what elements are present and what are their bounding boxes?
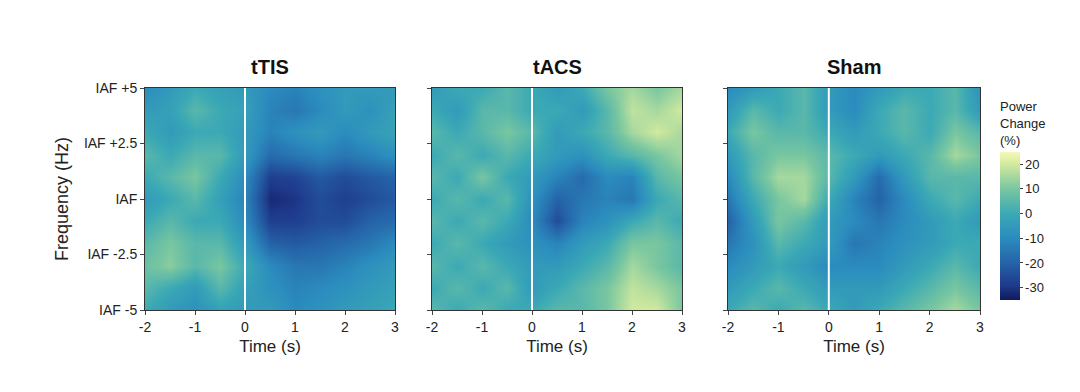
svg-text:0: 0 (1025, 206, 1032, 221)
svg-text:0: 0 (241, 319, 249, 335)
svg-text:-1: -1 (476, 319, 489, 335)
svg-text:0: 0 (528, 319, 536, 335)
svg-text:PowerChange(%): PowerChange(%) (1000, 99, 1046, 148)
svg-text:Time (s): Time (s) (239, 337, 301, 356)
svg-text:IAF +2.5: IAF +2.5 (84, 135, 138, 151)
svg-text:-2: -2 (139, 319, 152, 335)
svg-text:-10: -10 (1025, 231, 1044, 246)
svg-text:2: 2 (341, 319, 349, 335)
svg-text:Time (s): Time (s) (823, 337, 885, 356)
svg-text:tTIS: tTIS (251, 56, 289, 78)
svg-text:IAF -5: IAF -5 (99, 302, 137, 318)
svg-text:-1: -1 (189, 319, 202, 335)
svg-text:10: 10 (1025, 181, 1039, 196)
svg-text:3: 3 (976, 319, 984, 335)
svg-text:20: 20 (1025, 157, 1039, 172)
svg-text:-20: -20 (1025, 255, 1044, 270)
svg-text:1: 1 (578, 319, 586, 335)
svg-text:-30: -30 (1025, 280, 1044, 295)
svg-text:IAF +5: IAF +5 (96, 80, 138, 96)
svg-text:-2: -2 (426, 319, 439, 335)
svg-text:Frequency (Hz): Frequency (Hz) (52, 137, 72, 261)
svg-text:Sham: Sham (827, 56, 881, 78)
svg-text:-1: -1 (772, 319, 785, 335)
svg-text:0: 0 (825, 319, 833, 335)
svg-text:tACS: tACS (533, 56, 582, 78)
svg-text:Time (s): Time (s) (526, 337, 588, 356)
svg-text:-2: -2 (722, 319, 735, 335)
svg-text:3: 3 (678, 319, 686, 335)
svg-text:2: 2 (926, 319, 934, 335)
svg-text:IAF: IAF (115, 191, 137, 207)
svg-text:2: 2 (628, 319, 636, 335)
svg-text:3: 3 (391, 319, 399, 335)
svg-text:IAF -2.5: IAF -2.5 (87, 246, 137, 262)
svg-text:1: 1 (291, 319, 299, 335)
svg-text:1: 1 (875, 319, 883, 335)
